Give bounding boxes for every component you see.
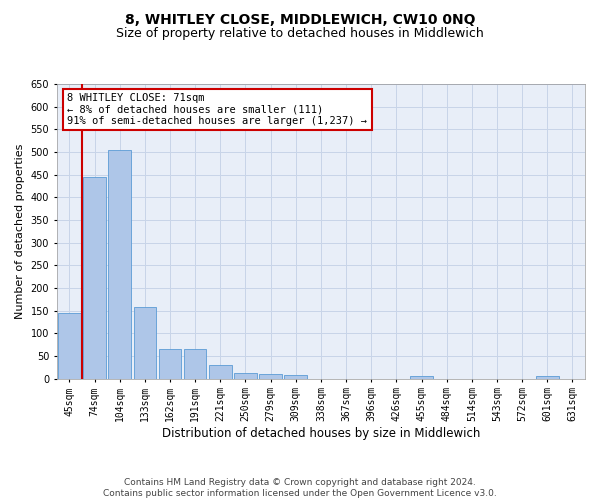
Bar: [410, 376, 433, 378]
Text: Contains HM Land Registry data © Crown copyright and database right 2024.
Contai: Contains HM Land Registry data © Crown c…: [103, 478, 497, 498]
Bar: [184, 349, 206, 378]
Text: Size of property relative to detached houses in Middlewich: Size of property relative to detached ho…: [116, 28, 484, 40]
Bar: [259, 374, 282, 378]
Text: 8 WHITLEY CLOSE: 71sqm
← 8% of detached houses are smaller (111)
91% of semi-det: 8 WHITLEY CLOSE: 71sqm ← 8% of detached …: [67, 93, 367, 126]
Bar: [158, 349, 181, 378]
Bar: [58, 313, 81, 378]
Bar: [83, 177, 106, 378]
Bar: [536, 376, 559, 378]
Text: 8, WHITLEY CLOSE, MIDDLEWICH, CW10 0NQ: 8, WHITLEY CLOSE, MIDDLEWICH, CW10 0NQ: [125, 12, 475, 26]
X-axis label: Distribution of detached houses by size in Middlewich: Distribution of detached houses by size …: [162, 427, 480, 440]
Bar: [134, 307, 156, 378]
Bar: [109, 150, 131, 378]
Bar: [234, 372, 257, 378]
Bar: [284, 376, 307, 378]
Bar: [209, 365, 232, 378]
Y-axis label: Number of detached properties: Number of detached properties: [15, 144, 25, 319]
